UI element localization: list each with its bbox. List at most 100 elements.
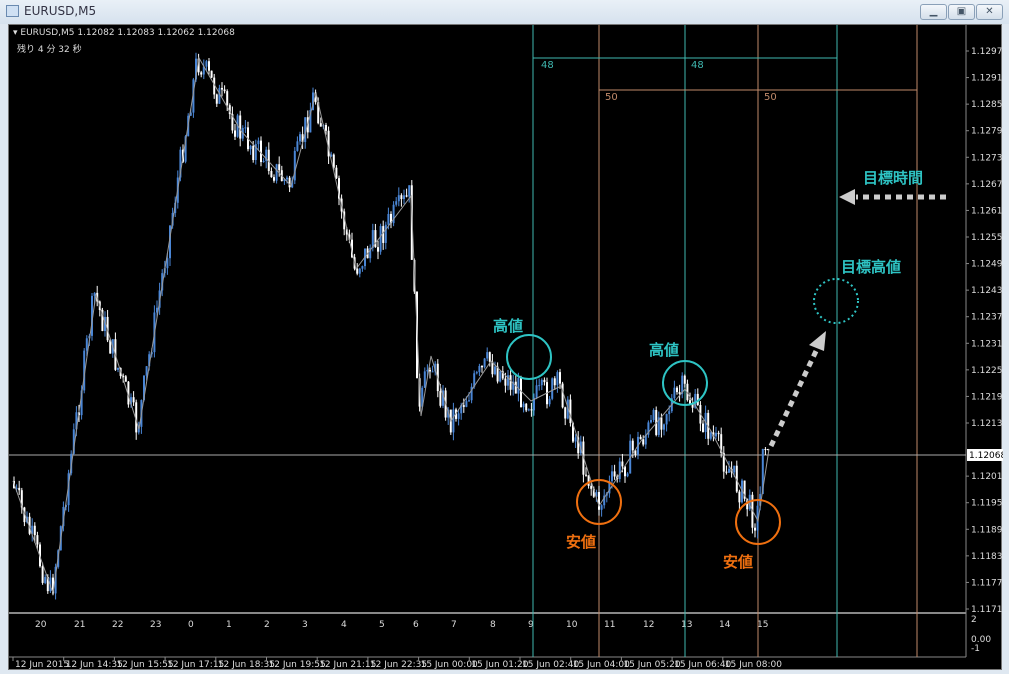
time-label: 12 Jun 14:35: [66, 660, 123, 670]
hour-label: 22: [112, 620, 123, 630]
candle-bear: [439, 391, 442, 406]
candle-bear: [481, 366, 483, 368]
candle-bear: [377, 247, 379, 252]
price-tick: 1.12375: [971, 313, 1003, 323]
candle-bull: [143, 375, 145, 401]
candle-bull: [150, 352, 153, 355]
candle-bull: [293, 150, 296, 181]
high-circle: [662, 360, 708, 406]
candle-bear: [345, 229, 348, 235]
candle-bull: [535, 385, 538, 398]
candle-bull: [189, 112, 192, 116]
candle-bull: [733, 465, 736, 473]
price-tick: 1.11835: [971, 552, 1003, 562]
candle-bull: [379, 226, 382, 252]
hour-label: 14: [719, 620, 731, 630]
candle-bull: [91, 295, 93, 336]
target-time-label: 目標時間: [863, 169, 923, 187]
candle-bull: [192, 79, 195, 113]
candle-bull: [473, 373, 476, 387]
candle-bear: [577, 437, 580, 454]
hour-label: 4: [341, 620, 347, 630]
price-tick: 1.11775: [971, 578, 1003, 588]
candle-bull: [184, 136, 187, 162]
candle-bull: [644, 434, 647, 445]
candle-bear: [553, 378, 556, 386]
candle-bear: [631, 440, 634, 451]
candle-bull: [205, 61, 208, 67]
candle-bull: [426, 369, 429, 372]
time-label: 12 Jun 15:55: [116, 660, 173, 670]
candle-bull: [83, 350, 86, 391]
time-label: 12 Jun 21:15: [319, 660, 376, 670]
minimize-button[interactable]: ▁: [920, 4, 947, 20]
candle-bear: [132, 397, 135, 403]
candle-bear: [491, 361, 494, 375]
candle-bear: [569, 399, 572, 424]
time-label: 12 Jun 19:55: [269, 660, 326, 670]
candle-bull: [93, 292, 96, 296]
candle-bear: [228, 105, 231, 115]
candle-bear: [514, 381, 517, 394]
candle-bull: [80, 390, 83, 416]
candle-bear: [327, 130, 330, 157]
low-circle: [576, 479, 622, 525]
candle-bear: [317, 102, 320, 124]
candle-bull: [468, 400, 470, 402]
candle-bear: [743, 480, 746, 499]
candle-bear: [702, 423, 704, 433]
candle-bull: [361, 266, 364, 269]
candle-bull: [31, 525, 34, 534]
candle-bear: [135, 402, 138, 433]
candle-bear: [278, 164, 281, 171]
candle-bull: [460, 405, 463, 414]
high-circle: [506, 334, 552, 380]
cycle-label: 48: [691, 60, 704, 71]
hour-label: 20: [35, 620, 47, 630]
candle-bear: [613, 471, 616, 477]
candle-bear: [587, 475, 590, 486]
candle-bull: [195, 58, 197, 80]
candle-bull: [85, 338, 88, 351]
close-button[interactable]: ✕: [976, 4, 1003, 20]
candle-bear: [28, 516, 31, 534]
high-label: 高値: [493, 317, 523, 335]
hour-label: 6: [413, 620, 419, 630]
time-label: 12 Jun 22:35: [370, 660, 427, 670]
candle-bear: [525, 403, 528, 411]
candle-bear: [530, 409, 533, 411]
low-circle: [735, 499, 781, 545]
candle-bear: [231, 114, 234, 131]
candle-bear: [520, 377, 522, 408]
candle-bear: [496, 366, 499, 382]
candle-bear: [689, 400, 691, 404]
candle-bear: [223, 89, 226, 92]
candle-bear: [561, 383, 564, 408]
indicator-tick: -1: [971, 644, 980, 654]
price-tick: 1.12795: [971, 127, 1003, 137]
candle-bear: [767, 449, 769, 450]
hour-label: 0: [188, 620, 194, 630]
price-tick: 1.11955: [971, 499, 1003, 509]
candle-bear: [215, 94, 218, 104]
candle-bull: [392, 204, 395, 224]
candle-bull: [442, 390, 444, 406]
candle-bear: [598, 492, 600, 510]
candle-bull: [286, 177, 288, 180]
candle-bear: [52, 577, 54, 594]
hour-label: 21: [74, 620, 85, 630]
price-tick: 1.12135: [971, 419, 1003, 429]
candle-bear: [20, 490, 23, 508]
low-label: 安値: [566, 533, 596, 551]
candle-bear: [504, 378, 507, 386]
candle-bull: [384, 224, 387, 243]
price-chart[interactable]: 1.12975 1.12915 1.12855 1.12795 1.12735 1.126…: [8, 24, 1003, 670]
candle-bull: [507, 375, 509, 386]
price-tick: 1.11895: [971, 525, 1003, 535]
high-label: 高値: [649, 341, 679, 359]
candle-bear: [124, 376, 127, 382]
candle-bull: [465, 401, 468, 407]
window-title: EURUSD,M5: [24, 4, 97, 18]
candle-bull: [403, 195, 405, 200]
restore-button[interactable]: ▣: [948, 4, 975, 20]
